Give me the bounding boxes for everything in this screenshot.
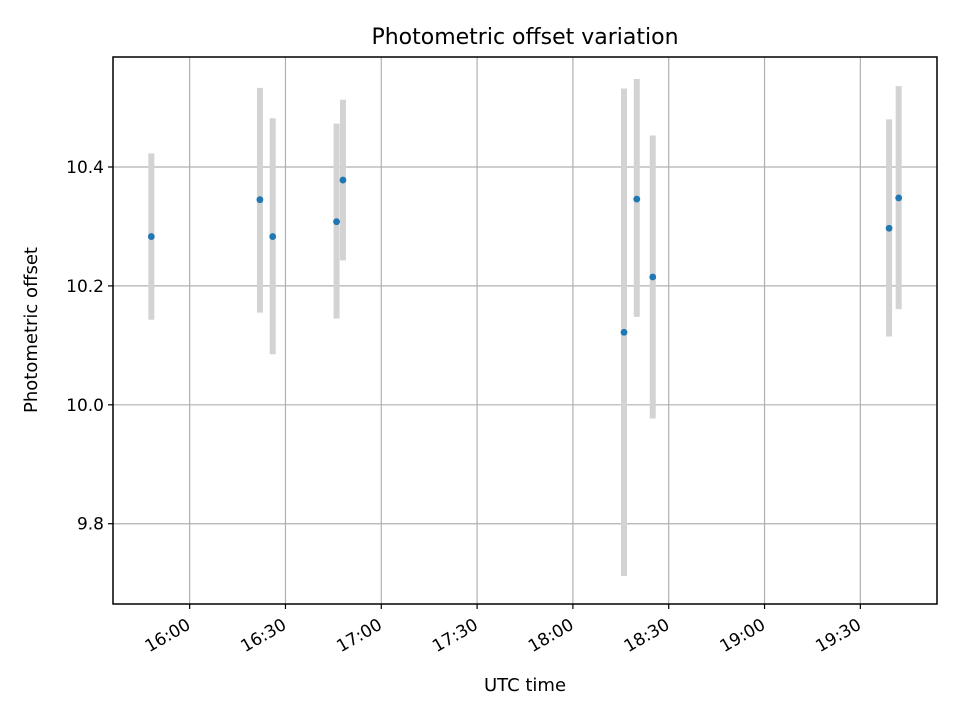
x-tick-label: 16:30 [238,615,290,657]
data-point [649,273,657,281]
x-tick-label: 18:30 [621,615,673,657]
y-tick-label: 10.4 [66,158,104,178]
x-axis-label: UTC time [484,675,566,696]
x-tick-label: 17:00 [333,615,385,657]
data-point [256,196,264,204]
y-tick-label: 9.8 [77,515,104,535]
data-point [339,176,347,184]
data-point [620,328,628,336]
data-point [885,224,893,232]
x-tick-label: 16:00 [142,615,194,657]
errorbar-layer [148,78,902,577]
data-point [895,194,903,202]
y-tick-label: 10.0 [66,396,104,416]
tick-layer: 16:00 16:30 17:00 17:30 18:00 18:30 19:00 19:30… [66,158,865,657]
data-point [333,218,340,226]
data-point [633,195,641,203]
plot-frame [112,56,938,605]
data-point [269,233,277,240]
y-axis-label: Photometric offset [21,247,42,413]
chart-title: Photometric offset variation [371,25,678,50]
x-tick-label: 19:00 [717,615,769,657]
grid-layer [113,57,937,604]
point-layer [147,176,903,336]
x-tick-label: 19:30 [812,615,864,657]
x-tick-label: 18:00 [525,615,577,657]
y-tick-label: 10.2 [66,277,104,297]
data-point [147,233,155,240]
x-tick-label: 17:30 [429,615,481,657]
